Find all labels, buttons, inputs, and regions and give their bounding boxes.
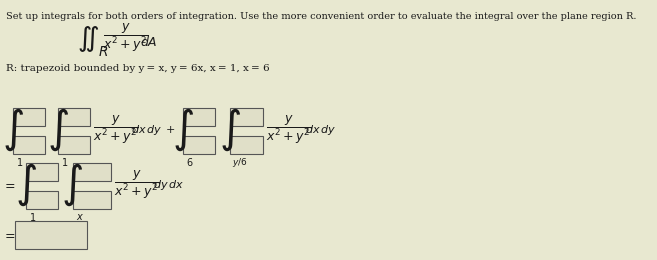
Bar	[183, 108, 215, 126]
Bar	[231, 108, 263, 126]
Text: $\dfrac{y}{x^2+y^2}$: $\dfrac{y}{x^2+y^2}$	[266, 114, 311, 146]
Text: $\int$: $\int$	[61, 162, 83, 208]
Bar	[58, 136, 90, 154]
Text: $=$: $=$	[1, 229, 15, 242]
Text: $\int$: $\int$	[47, 107, 69, 153]
Text: $dy\,dx$: $dy\,dx$	[153, 178, 185, 192]
Text: $\dfrac{y}{x^2+y^2}$: $\dfrac{y}{x^2+y^2}$	[93, 114, 139, 146]
Bar	[58, 108, 90, 126]
Bar	[13, 108, 45, 126]
Text: $\int$: $\int$	[171, 107, 194, 153]
Text: $\iint_R$: $\iint_R$	[77, 25, 108, 59]
Bar	[72, 191, 111, 209]
Bar	[231, 136, 263, 154]
Text: $6$: $6$	[186, 156, 194, 168]
Text: $\dfrac{y}{x^2+y^2}$: $\dfrac{y}{x^2+y^2}$	[114, 169, 160, 201]
Text: $=$: $=$	[1, 179, 15, 192]
Text: $1$: $1$	[29, 211, 36, 223]
Bar	[72, 163, 111, 181]
Text: $\dfrac{y}{x^2+y^2}$: $\dfrac{y}{x^2+y^2}$	[103, 22, 148, 54]
Text: $dx\,dy$: $dx\,dy$	[305, 123, 336, 137]
Text: Set up integrals for both orders of integration. Use the more convenient order t: Set up integrals for both orders of inte…	[7, 12, 637, 21]
Text: $\int$: $\int$	[219, 107, 241, 153]
Text: $dA$: $dA$	[140, 35, 158, 49]
Text: $1$: $1$	[16, 156, 24, 168]
Text: $x$: $x$	[76, 212, 84, 222]
Text: $1$: $1$	[61, 156, 68, 168]
Bar	[26, 163, 58, 181]
Bar	[26, 191, 58, 209]
Bar	[183, 136, 215, 154]
Text: $\int$: $\int$	[1, 107, 24, 153]
Bar	[14, 221, 87, 249]
Text: R: trapezoid bounded by y = x, y = 6x, x = 1, x = 6: R: trapezoid bounded by y = x, y = 6x, x…	[7, 63, 270, 73]
Text: $y/6$: $y/6$	[232, 155, 248, 168]
Text: $\int$: $\int$	[14, 162, 37, 208]
Bar	[13, 136, 45, 154]
Text: $dx\,dy\;+$: $dx\,dy\;+$	[131, 123, 176, 137]
